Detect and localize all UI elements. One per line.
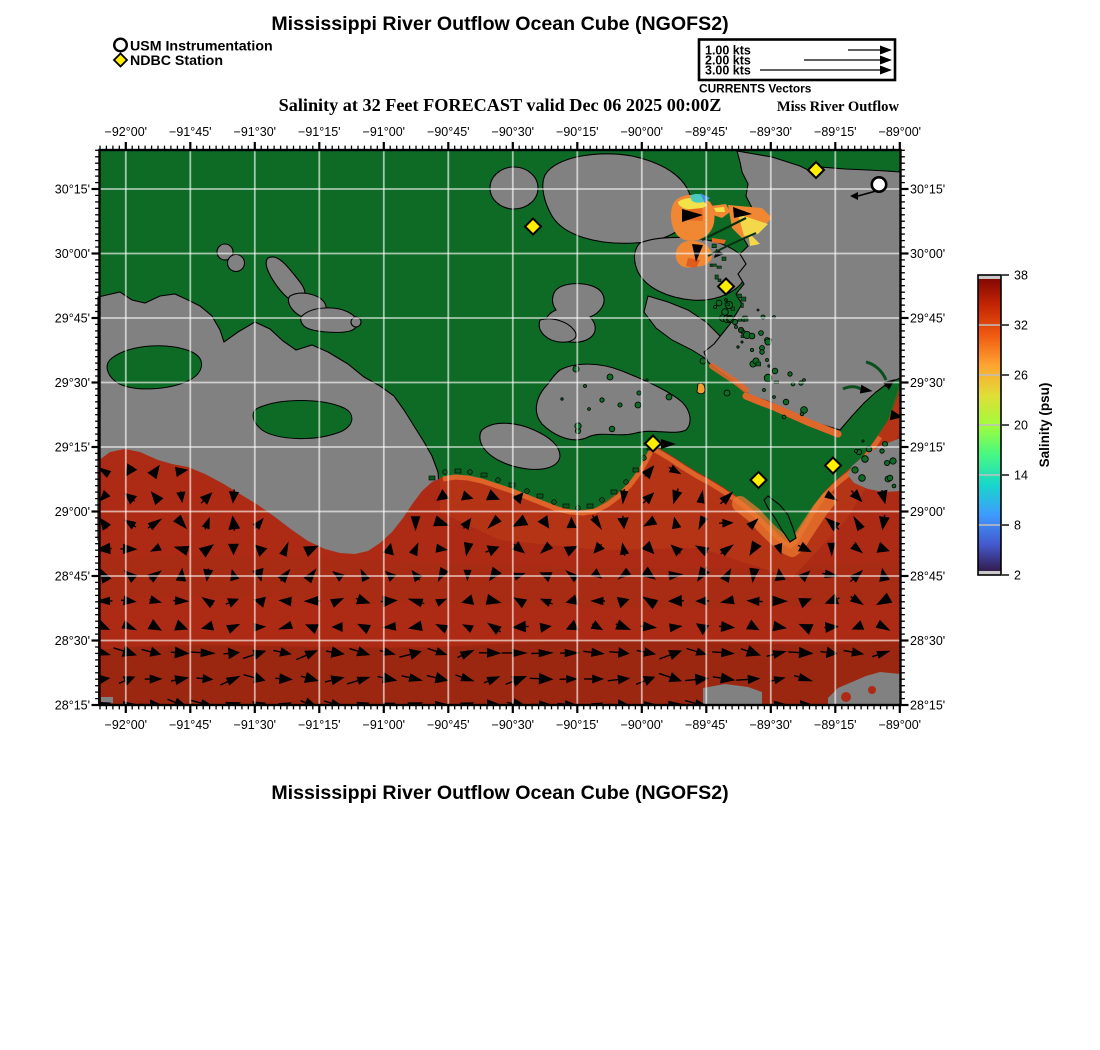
svg-text:−90°15': −90°15' (556, 718, 599, 732)
svg-text:NDBC Station: NDBC Station (130, 53, 223, 69)
svg-text:−91°00': −91°00' (363, 125, 406, 139)
svg-text:30°15': 30°15' (910, 182, 945, 196)
svg-text:−89°00': −89°00' (879, 718, 922, 732)
svg-text:USM Instrumentation: USM Instrumentation (130, 39, 273, 55)
svg-text:Salinity at 32 Feet FORECAST v: Salinity at 32 Feet FORECAST valid Dec 0… (279, 95, 722, 115)
svg-text:−90°30': −90°30' (492, 718, 535, 732)
svg-text:29°15': 29°15' (910, 440, 945, 454)
svg-text:2: 2 (1014, 568, 1021, 582)
svg-text:29°45': 29°45' (55, 311, 90, 325)
svg-text:Salinity (psu): Salinity (psu) (1037, 383, 1052, 468)
svg-text:−91°00': −91°00' (363, 718, 406, 732)
svg-text:26: 26 (1014, 368, 1028, 382)
svg-text:−90°00': −90°00' (621, 125, 664, 139)
svg-text:−89°45': −89°45' (685, 125, 728, 139)
svg-text:29°30': 29°30' (910, 376, 945, 390)
svg-text:28°15': 28°15' (910, 698, 945, 712)
svg-text:−91°45': −91°45' (169, 718, 212, 732)
svg-text:−89°00': −89°00' (879, 125, 922, 139)
svg-text:−90°00': −90°00' (621, 718, 664, 732)
svg-text:28°45': 28°45' (910, 569, 945, 583)
svg-text:−92°00': −92°00' (105, 125, 148, 139)
svg-text:3.00 kts: 3.00 kts (705, 63, 751, 77)
svg-text:−89°45': −89°45' (685, 718, 728, 732)
svg-text:−90°45': −90°45' (427, 718, 470, 732)
svg-text:28°15': 28°15' (55, 698, 90, 712)
svg-text:29°00': 29°00' (910, 505, 945, 519)
svg-text:−89°15': −89°15' (814, 718, 857, 732)
svg-text:−92°00': −92°00' (105, 718, 148, 732)
svg-text:−90°30': −90°30' (492, 125, 535, 139)
svg-text:8: 8 (1014, 518, 1021, 532)
svg-text:29°15': 29°15' (55, 440, 90, 454)
svg-text:−91°45': −91°45' (169, 125, 212, 139)
svg-text:−91°30': −91°30' (234, 718, 277, 732)
svg-text:20: 20 (1014, 418, 1028, 432)
svg-text:−89°15': −89°15' (814, 125, 857, 139)
svg-text:CURRENTS Vectors: CURRENTS Vectors (699, 82, 812, 96)
svg-text:Miss River Outflow: Miss River Outflow (777, 99, 900, 115)
svg-text:29°00': 29°00' (55, 505, 90, 519)
svg-text:38: 38 (1014, 268, 1028, 282)
svg-text:2.00 kts: 2.00 kts (705, 53, 751, 67)
svg-text:−89°30': −89°30' (750, 718, 793, 732)
svg-text:Mississippi River Outflow Ocea: Mississippi River Outflow Ocean Cube (NG… (271, 782, 728, 804)
svg-text:28°45': 28°45' (55, 569, 90, 583)
svg-text:−90°45': −90°45' (427, 125, 470, 139)
svg-text:Mississippi River Outflow Ocea: Mississippi River Outflow Ocean Cube (NG… (271, 13, 728, 35)
svg-text:30°00': 30°00' (910, 247, 945, 261)
svg-text:−89°30': −89°30' (750, 125, 793, 139)
svg-text:30°15': 30°15' (55, 182, 90, 196)
svg-text:29°30': 29°30' (55, 376, 90, 390)
svg-text:1.00 kts: 1.00 kts (705, 43, 751, 57)
svg-text:−91°30': −91°30' (234, 125, 277, 139)
svg-text:28°30': 28°30' (910, 634, 945, 648)
svg-text:29°45': 29°45' (910, 311, 945, 325)
svg-text:28°30': 28°30' (55, 634, 90, 648)
svg-text:32: 32 (1014, 318, 1028, 332)
svg-text:−90°15': −90°15' (556, 125, 599, 139)
svg-text:30°00': 30°00' (55, 247, 90, 261)
svg-text:−91°15': −91°15' (298, 125, 341, 139)
svg-text:−91°15': −91°15' (298, 718, 341, 732)
svg-text:14: 14 (1014, 468, 1028, 482)
